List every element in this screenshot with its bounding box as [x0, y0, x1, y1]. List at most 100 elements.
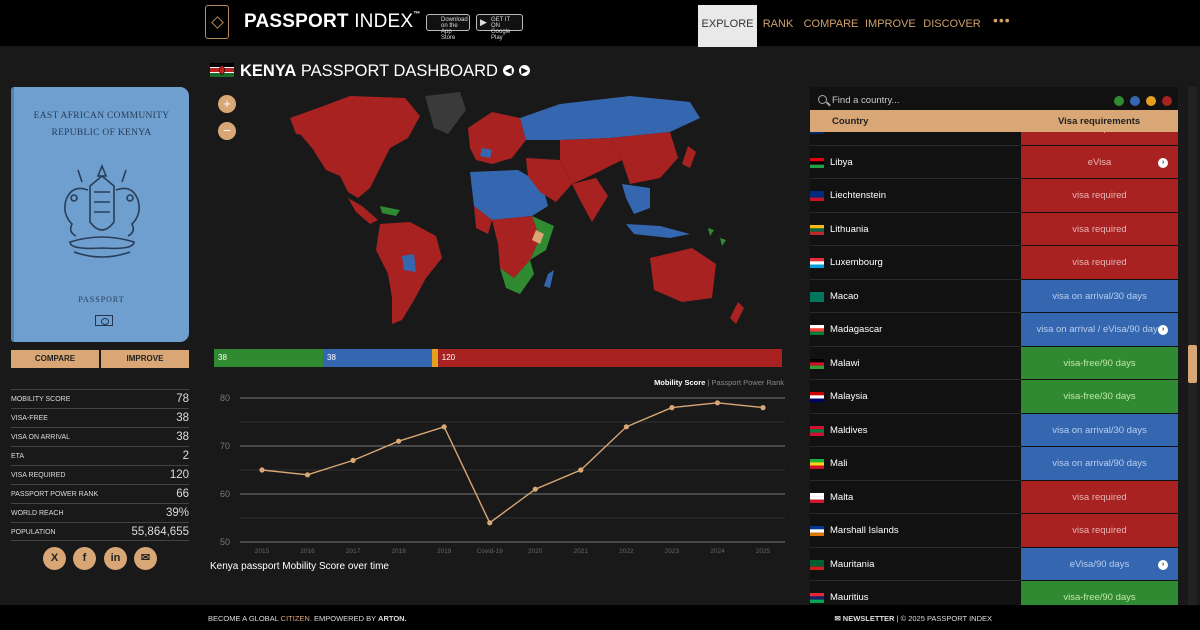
x-twitter-icon[interactable]: X [43, 547, 66, 570]
table-row[interactable]: Marshall Islands visa required [810, 514, 1178, 548]
email-icon[interactable]: ✉ [134, 547, 157, 570]
country-name[interactable]: Luxembourg [830, 257, 883, 268]
country-name[interactable]: Malawi [830, 357, 860, 369]
table-row[interactable]: Malta visa required [810, 480, 1178, 514]
visa-requirement-cell[interactable]: visa on arrival/30 days [1021, 413, 1178, 447]
nav-rank[interactable]: RANK [762, 18, 794, 30]
more-menu-icon[interactable]: ••• [993, 12, 1011, 28]
map-region-europe [468, 112, 526, 164]
newsletter-link[interactable]: ✉ NEWSLETTER [834, 614, 895, 623]
map-region-russia [520, 96, 700, 140]
passport-index-logo-icon[interactable] [205, 5, 229, 39]
nav-compare[interactable]: COMPARE [803, 18, 859, 30]
app-store-button[interactable]: Download on the App Store [426, 14, 470, 41]
zoom-out-button[interactable]: − [218, 122, 236, 140]
table-row[interactable]: Malaysia visa-free/30 days [810, 380, 1178, 414]
chart-legend: Mobility Score | Passport Power Rank [654, 378, 784, 387]
column-visa-requirements[interactable]: Visa requirements [1058, 116, 1141, 127]
nav-discover[interactable]: DISCOVER [923, 18, 981, 30]
footer: BECOME A GLOBAL CITIZEN. EMPOWERED BY AR… [0, 605, 1200, 630]
table-row[interactable]: Mauritania eVisa/90 days › [810, 547, 1178, 581]
filter-visa-on-arrival-dot[interactable] [1130, 96, 1140, 106]
linkedin-icon[interactable]: in [104, 547, 127, 570]
country-flag-icon [810, 157, 824, 168]
nav-explore[interactable]: EXPLORE [698, 5, 757, 47]
info-icon[interactable]: › [1158, 325, 1168, 335]
visa-requirement-text: visa on arrival/30 days [1052, 424, 1147, 436]
country-name[interactable]: Madagascar [830, 324, 883, 335]
country-flag-icon [810, 258, 824, 268]
visa-requirement-cell[interactable]: visa required [1021, 246, 1178, 280]
visa-requirement-cell[interactable]: visa-free/90 days [1021, 346, 1178, 380]
y-tick-label: 50 [220, 537, 230, 547]
visa-requirement-cell[interactable]: visa-free/30 days [1021, 380, 1178, 414]
facebook-icon[interactable]: f [73, 547, 96, 570]
visa-requirement-cell[interactable]: visa required [1021, 480, 1178, 514]
visa-requirement-cell[interactable]: visa-free/90 days [1021, 581, 1178, 605]
arton-link[interactable]: ARTON. [378, 614, 407, 623]
world-visa-map[interactable] [230, 88, 770, 338]
citizen-link[interactable]: CITIZEN. [280, 614, 312, 623]
country-name[interactable]: Mauritania [830, 558, 875, 570]
visa-requirement-cell[interactable]: visa on arrival/30 days [1021, 279, 1178, 313]
google-play-button[interactable]: ▶ GET IT ON Google Play [476, 14, 523, 41]
stat-row: VISA ON ARRIVAL 38 [11, 427, 189, 446]
visa-requirement-cell[interactable]: eVisa/90 days › [1021, 547, 1178, 581]
distribution-segment[interactable]: 38 [323, 349, 432, 367]
table-row[interactable]: Mauritius visa-free/90 days [810, 581, 1178, 605]
table-row[interactable]: Maldives visa on arrival/30 days [810, 413, 1178, 447]
country-search-input[interactable] [832, 93, 982, 107]
next-country-button[interactable]: ▶ [519, 65, 530, 76]
table-row[interactable]: Malawi visa-free/90 days [810, 346, 1178, 380]
filter-visa-required-dot[interactable] [1162, 96, 1172, 106]
country-name[interactable]: Liechtenstein [830, 190, 886, 201]
country-name[interactable]: Marshall Islands [830, 525, 899, 536]
visa-requirement-cell[interactable]: visa required [1021, 212, 1178, 246]
visa-requirement-cell[interactable]: eVisa › [1021, 145, 1178, 179]
info-icon[interactable]: › [1158, 157, 1168, 168]
top-bar: PASSPORT INDEX™ Download on the App Stor… [0, 0, 1200, 47]
visa-requirement-text: eVisa/90 days [1069, 558, 1130, 570]
country-name[interactable]: Maldives [830, 424, 868, 436]
table-row[interactable]: Madagascar visa on arrival / eVisa/90 day… [810, 313, 1178, 347]
previous-country-button[interactable]: ◀ [503, 65, 514, 76]
info-icon[interactable]: › [1158, 559, 1168, 570]
table-row[interactable]: Luxembourg visa required [810, 246, 1178, 280]
table-header: Country Visa requirements [810, 110, 1178, 132]
improve-button[interactable]: IMPROVE [101, 350, 189, 368]
table-row[interactable]: Mali visa on arrival/90 days [810, 447, 1178, 481]
filter-visa-free-dot[interactable] [1114, 96, 1124, 106]
stat-label: POPULATION [11, 529, 56, 536]
stat-row: VISA-FREE 38 [11, 408, 189, 427]
visa-requirement-cell[interactable]: visa on arrival/90 days [1021, 447, 1178, 481]
visa-requirement-cell[interactable]: visa required [1021, 179, 1178, 213]
country-name[interactable]: Macao [830, 290, 859, 302]
table-row[interactable]: Liechtenstein visa required [810, 179, 1178, 213]
country-name[interactable]: Malaysia [830, 391, 868, 402]
zoom-in-button[interactable]: + [218, 95, 236, 113]
country-name[interactable]: Malta [830, 491, 854, 503]
nav-improve[interactable]: IMPROVE [865, 18, 916, 30]
visa-requirement-cell[interactable]: visa required [1021, 514, 1178, 548]
country-name[interactable]: Mauritius [830, 592, 869, 603]
country-name[interactable]: Libya [830, 156, 853, 168]
country-name[interactable]: Mali [830, 458, 848, 469]
brand-name[interactable]: PASSPORT INDEX™ [244, 11, 421, 32]
table-row[interactable]: Lithuania visa required [810, 212, 1178, 246]
compare-button[interactable]: COMPARE [11, 350, 99, 368]
stats-list: MOBILITY SCORE 78 VISA-FREE 38 VISA ON ARRIV… [11, 389, 189, 541]
distribution-segment[interactable]: 120 [437, 349, 782, 367]
filter-eta-dot[interactable] [1146, 96, 1156, 106]
search-icon [818, 95, 827, 104]
table-row[interactable]: Macao visa on arrival/30 days [810, 279, 1178, 313]
column-country[interactable]: Country [832, 116, 869, 127]
kenya-flag-icon [210, 63, 234, 77]
legend-mobility-score[interactable]: Mobility Score [654, 378, 706, 387]
distribution-segment[interactable] [432, 349, 438, 367]
page-scrollbar-thumb[interactable] [1188, 345, 1197, 383]
visa-requirement-cell[interactable]: visa on arrival / eVisa/90 days › [1021, 313, 1178, 347]
distribution-segment[interactable]: 38 [214, 349, 323, 367]
table-row[interactable]: Libya eVisa › [810, 145, 1178, 179]
country-name[interactable]: Lithuania [830, 223, 869, 235]
legend-passport-power-rank[interactable]: Passport Power Rank [711, 378, 784, 387]
